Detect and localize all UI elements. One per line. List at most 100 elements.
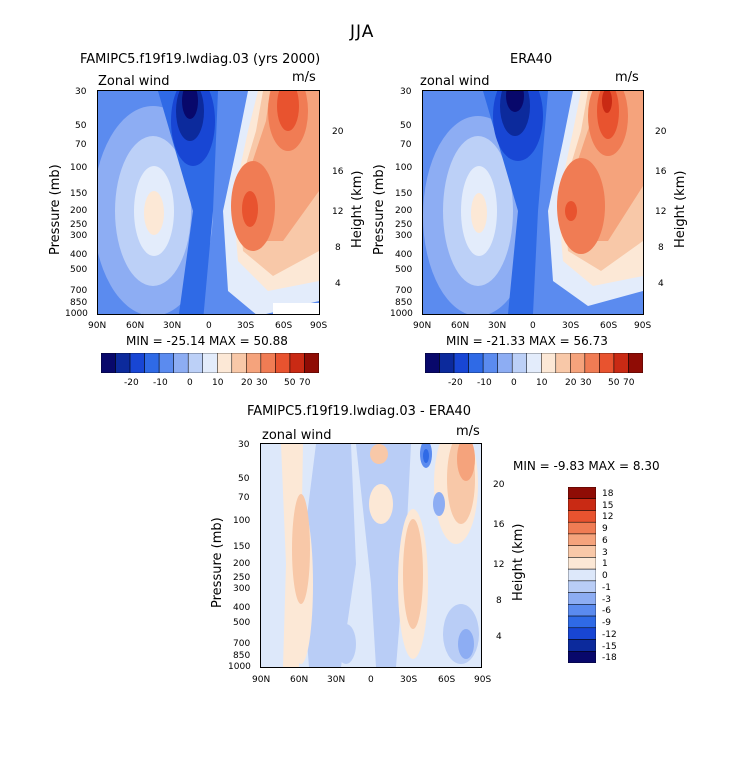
diff-ptick-500: 500 [233,618,251,628]
diff-panel-units: m/s [456,424,480,439]
left-cb-label-0: 0 [187,378,193,388]
colorbar-swatch [100,352,116,374]
colorbar-swatch [424,352,440,374]
right-ptick-700: 700 [395,286,413,296]
diff-colorbar-swatch [567,545,597,558]
diff-ptick-100: 100 [233,516,251,526]
left-ylabel: Pressure (mb) [48,164,63,255]
colorbar-swatch [144,352,160,374]
diff-colorbar-label: -1 [602,582,611,593]
left-ptick-850: 850 [70,298,88,308]
diff-lat-90S: 90S [474,675,492,685]
right-lat-60S: 60S [600,321,618,331]
right-ptick-400: 400 [395,250,413,260]
right-lat-60N: 60N [451,321,470,331]
diff-lat-60S: 60S [438,675,456,685]
diff-htick-12: 12 [493,560,505,570]
left-ptick-200: 200 [70,206,88,216]
right-cb-label-70: 70 [623,378,635,388]
colorbar-swatch [173,352,189,374]
right-y2label: Height (km) [673,170,688,248]
right-ptick-500: 500 [395,265,413,275]
right-contour-map [423,91,643,314]
left-panel-title: FAMIPC5.f19f19.lwdiag.03 (yrs 2000) [80,52,321,67]
left-ptick-400: 400 [70,250,88,260]
left-lat-0: 0 [206,321,212,331]
diff-panel-title: FAMIPC5.f19f19.lwdiag.03 - ERA40 [247,404,472,419]
diff-colorbar-label: -18 [602,653,617,664]
left-ptick-30: 30 [75,87,87,97]
colorbar-swatch [482,352,498,374]
diff-lat-90N: 90N [252,675,271,685]
left-ptick-70: 70 [75,140,87,150]
right-ptick-70: 70 [400,140,412,150]
colorbar-swatch [511,352,527,374]
diff-htick-4: 4 [496,632,502,642]
left-cb-label-10: 10 [212,378,224,388]
diff-colorbar-swatch [567,510,597,523]
right-panel-units: m/s [615,70,639,85]
diff-colorbar-swatches [567,486,597,664]
right-ptick-300: 300 [395,231,413,241]
colorbar-swatch [584,352,600,374]
left-htick-8: 8 [335,243,341,253]
left-ptick-100: 100 [70,163,88,173]
diff-colorbar-label: -3 [602,594,611,605]
diff-colorbar-label: -12 [602,629,617,640]
diff-ptick-1000: 1000 [228,662,251,672]
right-cb-label-10: 10 [536,378,548,388]
right-htick-16: 16 [655,167,667,177]
right-cb-label-50: 50 [608,378,620,388]
diff-colorbar-swatch [567,557,597,570]
left-stats: MIN = -25.14 MAX = 50.88 [126,334,288,348]
colorbar-swatch [260,352,276,374]
left-cb-label-30: 30 [256,378,268,388]
colorbar-swatch [275,352,291,374]
colorbar-swatch [497,352,513,374]
diff-ptick-700: 700 [233,639,251,649]
right-ptick-250: 250 [395,220,413,230]
diff-colorbar-swatch [567,604,597,617]
left-colorbar [100,352,320,377]
left-ptick-250: 250 [70,220,88,230]
colorbar-swatch [613,352,629,374]
colorbar-swatch [439,352,455,374]
diff-lat-30N: 30N [327,675,346,685]
diff-colorbar-swatch [567,651,597,664]
diff-colorbar-swatch [567,615,597,629]
left-lat-30S: 30S [237,321,255,331]
right-panel-title: ERA40 [510,52,553,67]
right-htick-4: 4 [658,279,664,289]
diff-colorbar-label: 12 [602,512,614,523]
right-panel-variable: zonal wind [420,74,490,89]
left-htick-16: 16 [332,167,344,177]
left-ptick-300: 300 [70,231,88,241]
diff-htick-20: 20 [493,480,505,490]
left-ptick-1000: 1000 [65,309,88,319]
diff-colorbar [567,486,597,667]
left-lat-90S: 90S [310,321,328,331]
diff-ptick-200: 200 [233,559,251,569]
right-ptick-50: 50 [400,121,412,131]
diff-colorbar-label: -6 [602,606,611,617]
diff-lat-60N: 60N [290,675,309,685]
right-cb-label-30: 30 [580,378,592,388]
diff-colorbar-swatch [567,568,597,582]
diff-colorbar-label: 15 [602,500,614,511]
diff-colorbar-swatch [567,521,597,535]
diff-colorbar-swatch [567,533,597,546]
right-cb-label-m20: -20 [448,378,463,388]
diff-colorbar-label: 18 [602,489,614,499]
colorbar-swatch [231,352,247,374]
diff-stats: MIN = -9.83 MAX = 8.30 [513,459,660,473]
left-lat-30N: 30N [163,321,182,331]
diff-colorbar-label: 9 [602,524,608,535]
colorbar-swatch [468,352,484,374]
right-ptick-200: 200 [395,206,413,216]
right-ptick-1000: 1000 [390,309,413,319]
right-ylabel: Pressure (mb) [372,164,387,255]
left-plot [97,90,320,315]
left-lat-60S: 60S [275,321,293,331]
diff-ptick-400: 400 [233,603,251,613]
diff-y2label: Height (km) [511,523,526,601]
